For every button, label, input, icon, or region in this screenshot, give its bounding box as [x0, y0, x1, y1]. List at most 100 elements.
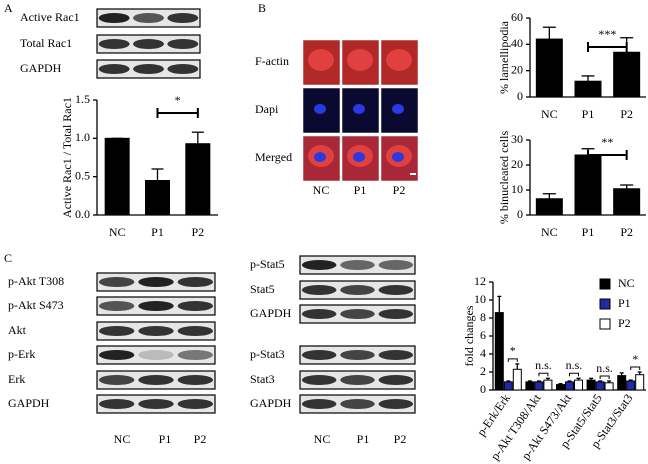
y-tick-label: 60 [511, 10, 523, 24]
lane-label: NC [314, 432, 331, 446]
y-tick-label: 20 [511, 157, 523, 171]
panel-label: C [4, 251, 12, 265]
bar [574, 80, 602, 98]
legend-label: P2 [618, 316, 631, 330]
panel-label: A [4, 1, 13, 15]
blot-band [301, 398, 337, 410]
significance-bracket [587, 42, 628, 52]
significance-label: * [510, 344, 516, 358]
y-axis-label: fold changes [462, 305, 476, 366]
y-tick-label: 20 [511, 62, 523, 76]
significance-bracket [569, 372, 579, 377]
blot-band [98, 398, 135, 410]
blot-band [301, 308, 337, 320]
bar [565, 381, 574, 391]
blot-band [98, 349, 135, 361]
nucleus [392, 152, 404, 162]
image-row-label: F-actin [255, 54, 289, 68]
blot-band [98, 12, 130, 24]
bar [604, 382, 614, 391]
x-tick-label: NC [541, 107, 558, 121]
error-bar [581, 75, 595, 82]
x-tick-label: P1 [582, 107, 595, 121]
x-tick-label: NC [541, 225, 558, 239]
y-tick-label: 30 [511, 132, 523, 146]
legend-label: NC [618, 276, 635, 290]
nucleus [353, 152, 365, 162]
blot-band [340, 398, 375, 410]
error-bar [545, 377, 550, 381]
error-bar [576, 377, 581, 381]
error-bar [527, 380, 532, 382]
blot-band [133, 63, 164, 75]
image-row-label: Merged [255, 150, 292, 164]
image-column-label: NC [313, 183, 330, 197]
significance-label: n.s. [596, 361, 613, 375]
bar [535, 198, 563, 216]
blot-band [133, 38, 164, 50]
blot-label: GAPDH [250, 396, 292, 410]
bar [494, 312, 504, 391]
error-bar [506, 380, 511, 382]
bar [556, 384, 565, 391]
significance-label: n.s. [535, 358, 552, 372]
image-column-label: P2 [393, 183, 406, 197]
x-tick-label: P2 [620, 225, 633, 239]
y-tick-label: 12 [474, 274, 486, 288]
significance-label: n.s. [566, 358, 583, 372]
error-bar [542, 26, 556, 40]
significance-bracket [630, 366, 641, 370]
bar [613, 51, 641, 98]
blot-label: p-Erk [8, 347, 35, 361]
x-tick-label: P2 [620, 107, 633, 121]
blot-band [378, 374, 414, 386]
lane-label: P2 [394, 432, 407, 446]
bar [535, 38, 563, 98]
blot-label: GAPDH [8, 396, 50, 410]
error-bar [536, 380, 541, 382]
blot-band [378, 349, 414, 361]
y-axis-label: % lamellipodia [497, 20, 511, 94]
y-tick-label: 10 [474, 292, 486, 306]
error-bar [542, 193, 556, 199]
error-bar [515, 363, 520, 370]
bar [595, 381, 605, 391]
y-tick-label: 1.0 [75, 130, 90, 144]
y-tick-label: 0.5 [75, 168, 90, 182]
error-bar [619, 372, 624, 376]
blot-band [301, 284, 337, 296]
blot-band [177, 374, 214, 386]
bar [512, 368, 522, 391]
y-tick-label: 6 [480, 328, 486, 342]
panel-label: B [258, 1, 266, 15]
error-bar [558, 383, 563, 385]
blot-band [378, 259, 414, 271]
blot-band [133, 12, 164, 24]
blot-band [340, 259, 375, 271]
blot-label: p-Akt S473 [8, 298, 64, 312]
error-bar [151, 168, 164, 181]
blot-band [301, 349, 337, 361]
y-tick-label: 0 [517, 89, 523, 103]
blot-band [138, 276, 174, 288]
image-row-label: Dapi [255, 102, 279, 116]
bar [185, 143, 211, 216]
blot-band [177, 325, 214, 337]
significance-bracket [599, 375, 610, 379]
blot-band [167, 63, 199, 75]
y-axis-label: Active Rac1 / Total Rac1 [60, 97, 74, 218]
x-tick-label: P1 [151, 225, 164, 239]
error-bar [497, 295, 502, 313]
lane-label: NC [114, 432, 131, 446]
blot-band [167, 12, 199, 24]
blot-label: p-Stat5 [250, 257, 285, 271]
blot-band [378, 284, 414, 296]
blot-band [138, 349, 174, 361]
blot-band [138, 300, 174, 312]
blot-band [177, 300, 214, 312]
blot-band [177, 349, 214, 361]
blot-band [340, 349, 375, 361]
blot-band [301, 259, 337, 271]
bar [525, 381, 535, 391]
